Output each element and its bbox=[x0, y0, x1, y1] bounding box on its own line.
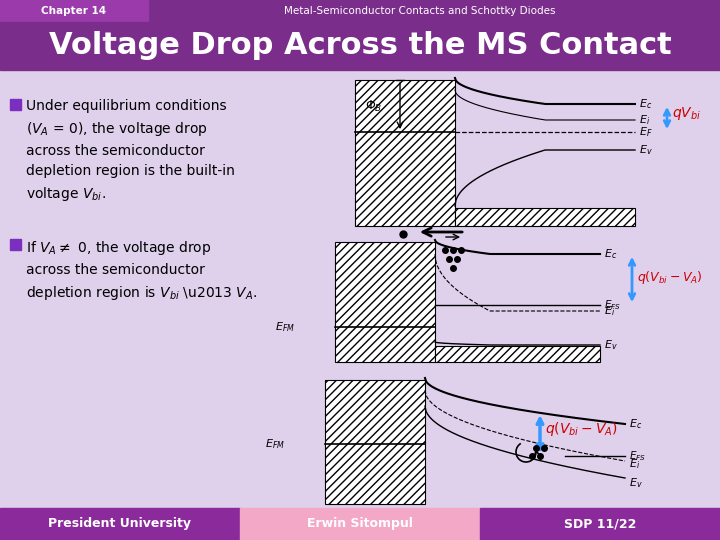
Text: Erwin Sitompul: Erwin Sitompul bbox=[307, 517, 413, 530]
Bar bbox=[335, 242, 435, 362]
Bar bbox=[0, 0, 148, 22]
Text: $E_i$: $E_i$ bbox=[629, 457, 640, 471]
Text: $E_v$: $E_v$ bbox=[604, 338, 618, 352]
Text: Under equilibrium conditions
($V_A$ = 0), the voltage drop
across the semiconduc: Under equilibrium conditions ($V_A$ = 0)… bbox=[26, 99, 235, 204]
Bar bbox=[10, 99, 21, 110]
Bar bbox=[355, 80, 455, 226]
Text: $\Phi_B$: $\Phi_B$ bbox=[364, 98, 382, 113]
Text: $E_{FM}$: $E_{FM}$ bbox=[265, 437, 285, 451]
Text: $E_{FS}$: $E_{FS}$ bbox=[629, 449, 646, 463]
Bar bbox=[10, 239, 21, 250]
Text: $E_c$: $E_c$ bbox=[639, 97, 652, 111]
Text: $E_F$: $E_F$ bbox=[639, 125, 652, 139]
Bar bbox=[435, 346, 600, 362]
Text: Metal-Semiconductor Contacts and Schottky Diodes: Metal-Semiconductor Contacts and Schottk… bbox=[284, 6, 556, 16]
Text: $qV_{bi}$: $qV_{bi}$ bbox=[672, 105, 701, 123]
Bar bbox=[455, 208, 635, 226]
Text: Voltage Drop Across the MS Contact: Voltage Drop Across the MS Contact bbox=[49, 31, 671, 60]
Text: Chapter 14: Chapter 14 bbox=[42, 6, 107, 16]
Text: $q(V_{bi}-V_A)$: $q(V_{bi}-V_A)$ bbox=[545, 420, 618, 438]
Text: SDP 11/22: SDP 11/22 bbox=[564, 517, 636, 530]
Text: $E_i$: $E_i$ bbox=[604, 304, 615, 318]
Text: $q(V_{bi}-V_A)$: $q(V_{bi}-V_A)$ bbox=[637, 269, 703, 286]
Bar bbox=[240, 508, 480, 540]
Text: $E_{FM}$: $E_{FM}$ bbox=[275, 320, 295, 334]
Text: $E_v$: $E_v$ bbox=[639, 143, 653, 157]
Bar bbox=[480, 508, 720, 540]
Text: $E_{FS}$: $E_{FS}$ bbox=[604, 298, 621, 312]
Bar bbox=[0, 22, 720, 70]
Text: $E_v$: $E_v$ bbox=[629, 476, 643, 490]
Bar bbox=[0, 0, 720, 22]
Bar bbox=[0, 508, 240, 540]
Text: If $V_A \neq$ 0, the voltage drop
across the semiconductor
depletion region is $: If $V_A \neq$ 0, the voltage drop across… bbox=[26, 239, 257, 302]
Text: $E_c$: $E_c$ bbox=[629, 417, 642, 431]
Text: President University: President University bbox=[48, 517, 192, 530]
Text: $E_c$: $E_c$ bbox=[604, 247, 617, 261]
Text: $E_i$: $E_i$ bbox=[639, 113, 650, 127]
Bar bbox=[325, 380, 425, 504]
